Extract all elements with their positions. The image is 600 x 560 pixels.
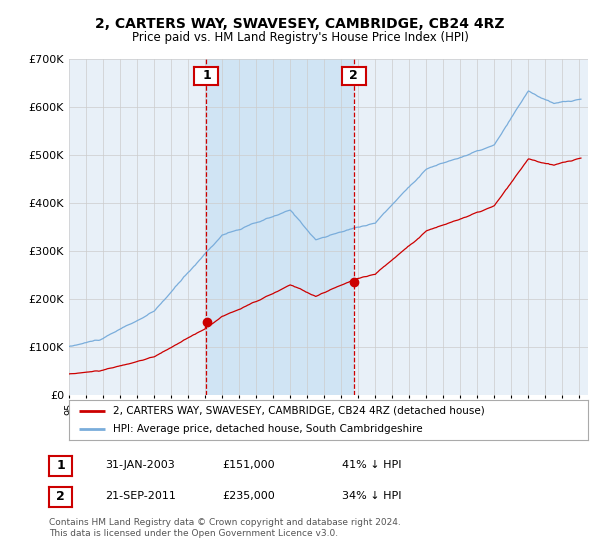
Text: 21-SEP-2011: 21-SEP-2011 xyxy=(105,491,176,501)
Text: 34% ↓ HPI: 34% ↓ HPI xyxy=(342,491,401,501)
Text: £151,000: £151,000 xyxy=(222,460,275,470)
Text: £235,000: £235,000 xyxy=(222,491,275,501)
Text: HPI: Average price, detached house, South Cambridgeshire: HPI: Average price, detached house, Sout… xyxy=(113,424,423,434)
Text: 2, CARTERS WAY, SWAVESEY, CAMBRIDGE, CB24 4RZ (detached house): 2, CARTERS WAY, SWAVESEY, CAMBRIDGE, CB2… xyxy=(113,406,485,416)
Text: Price paid vs. HM Land Registry's House Price Index (HPI): Price paid vs. HM Land Registry's House … xyxy=(131,31,469,44)
Text: 31-JAN-2003: 31-JAN-2003 xyxy=(105,460,175,470)
Text: 2, CARTERS WAY, SWAVESEY, CAMBRIDGE, CB24 4RZ: 2, CARTERS WAY, SWAVESEY, CAMBRIDGE, CB2… xyxy=(95,17,505,31)
Bar xyxy=(206,59,353,395)
Text: 41% ↓ HPI: 41% ↓ HPI xyxy=(342,460,401,470)
Text: 1: 1 xyxy=(202,69,211,82)
Text: Contains HM Land Registry data © Crown copyright and database right 2024.
This d: Contains HM Land Registry data © Crown c… xyxy=(49,518,401,538)
Text: 1: 1 xyxy=(56,459,65,473)
Text: 2: 2 xyxy=(56,490,65,503)
Text: 2: 2 xyxy=(349,69,358,82)
